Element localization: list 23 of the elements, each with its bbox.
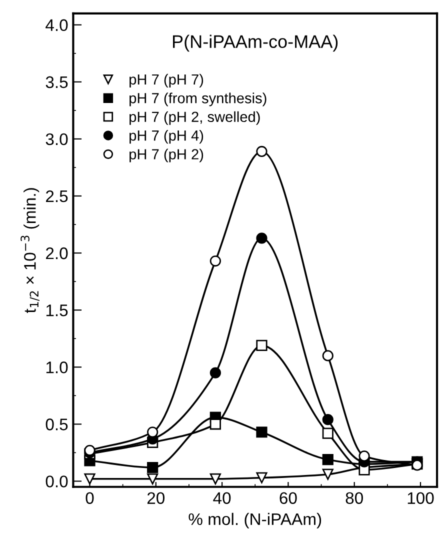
legend-label: pH 7 (pH 4) xyxy=(130,130,204,144)
x-tick-label: 40 xyxy=(213,492,231,504)
y-tick-label: 2.0 xyxy=(46,247,68,260)
legend-label: pH 7 (pH 7) xyxy=(130,74,204,88)
y-axis-title: t$_{1/2}$ × 10$^{−3}$ (min.) xyxy=(20,188,40,313)
y-tick-label: 3.5 xyxy=(46,76,68,88)
y-tick-label: 0.5 xyxy=(46,418,68,430)
y-tick-label: 1.5 xyxy=(46,304,68,316)
y-tick-label: 4.0 xyxy=(46,19,68,32)
y-tick-label: 2.5 xyxy=(46,190,68,202)
x-tick-label: 0 xyxy=(86,492,94,504)
x-tick-label: 60 xyxy=(280,492,297,504)
y-tick-label: 1.0 xyxy=(46,362,68,374)
x-tick-label: 100 xyxy=(408,492,434,504)
x-tick-label: 20 xyxy=(147,492,165,504)
legend-label: pH 7 (pH 2, swelled) xyxy=(130,111,260,125)
x-axis-title: % mol. (N-iPAAm) xyxy=(188,512,322,528)
legend-label: pH 7 (pH 2) xyxy=(130,148,204,162)
y-tick-label: 3.0 xyxy=(46,133,68,146)
y-tick-label: 0.0 xyxy=(46,476,68,488)
legend-label: pH 7 (from synthesis) xyxy=(130,92,266,106)
text: P(N-iPAAm-co-MAA) xyxy=(173,34,338,52)
x-tick-label: 80 xyxy=(346,492,363,504)
